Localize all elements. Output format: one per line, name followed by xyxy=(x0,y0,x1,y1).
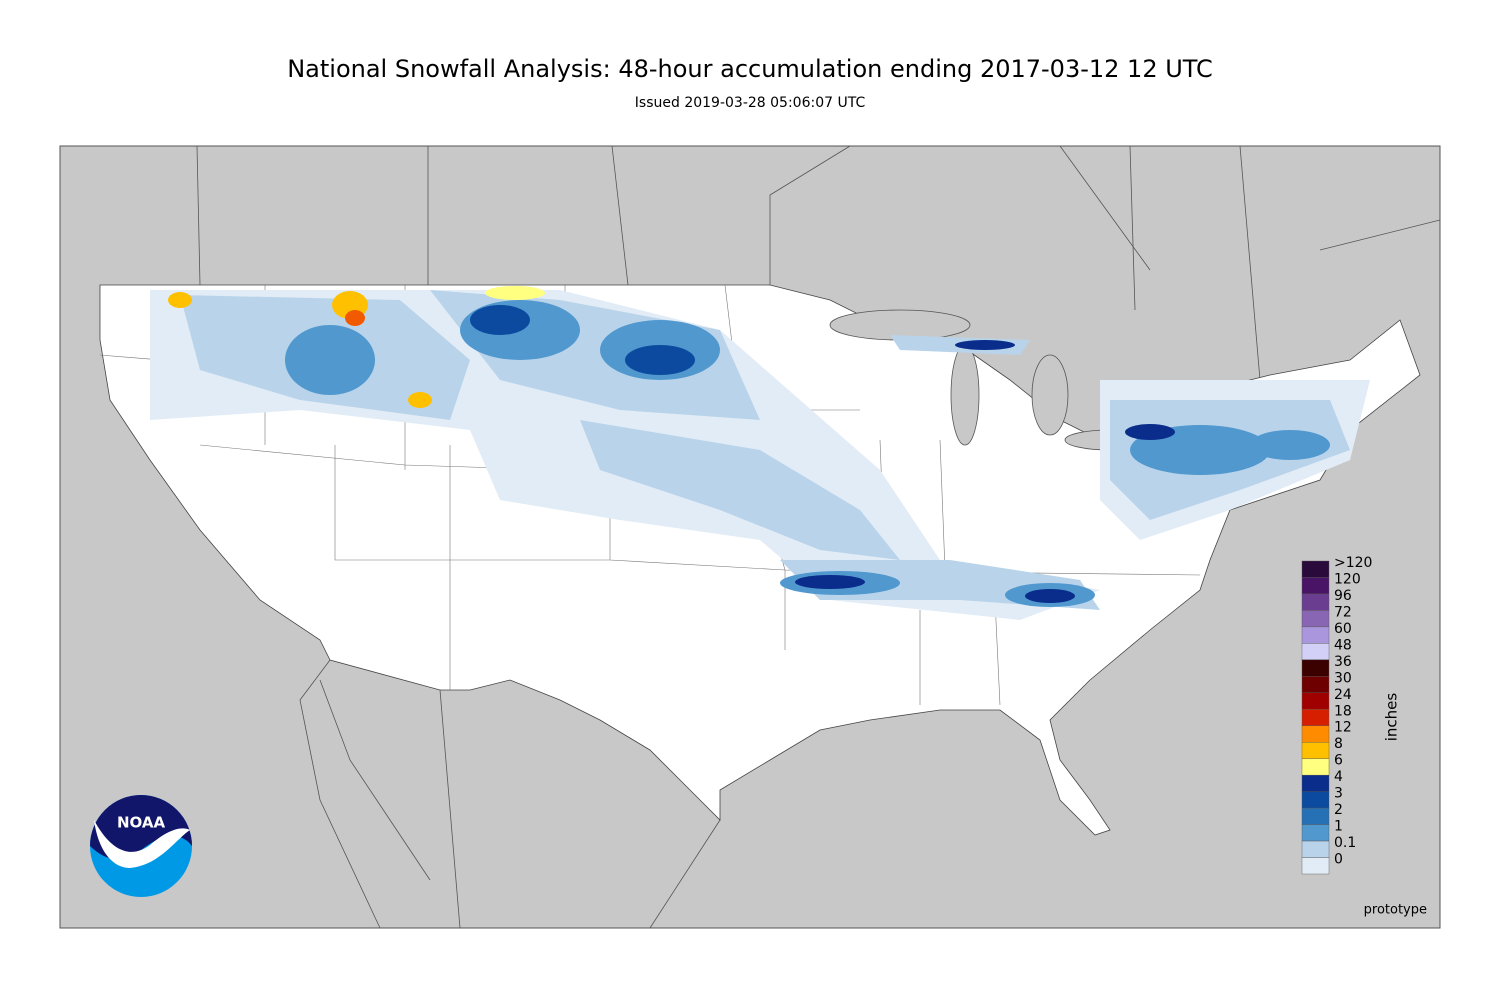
legend-label: 36 xyxy=(1334,654,1352,670)
legend-swatch xyxy=(1301,709,1330,726)
legend-unit: inches xyxy=(1383,693,1401,742)
legend-label: 8 xyxy=(1334,736,1343,752)
subtitle: Issued 2019-03-28 05:06:07 UTC xyxy=(635,95,866,111)
legend-label: 48 xyxy=(1334,637,1352,653)
legend-label: 120 xyxy=(1334,571,1361,587)
legend-swatch xyxy=(1301,791,1330,809)
legend-swatch xyxy=(1301,742,1330,759)
footer-note: prototype xyxy=(1364,903,1427,918)
borders xyxy=(196,145,1441,929)
legend-swatch xyxy=(1301,610,1330,628)
legend-swatch xyxy=(1301,676,1330,693)
legend-swatch xyxy=(1301,626,1330,644)
legend-swatch xyxy=(1301,758,1330,776)
logo: NOAA xyxy=(90,795,192,897)
legend-swatch xyxy=(1301,774,1330,792)
legend-label: 1 xyxy=(1334,819,1343,835)
map xyxy=(59,145,1441,929)
logo-gull xyxy=(94,820,190,868)
legend-label: >120 xyxy=(1334,555,1372,571)
legend-swatch xyxy=(1301,725,1330,743)
legend-swatch xyxy=(1301,593,1330,611)
snowfall-areas xyxy=(150,286,1370,620)
logo-top xyxy=(90,795,192,860)
legend-label: 0 xyxy=(1334,852,1343,868)
legend-label: 2 xyxy=(1334,802,1343,818)
legend-swatch xyxy=(1301,807,1330,825)
legend-label: 4 xyxy=(1334,769,1343,785)
legend-label: 6 xyxy=(1334,753,1343,769)
legend-swatch xyxy=(1301,840,1330,858)
legend-label: 96 xyxy=(1334,588,1352,604)
legend-label: 72 xyxy=(1334,604,1352,620)
legend-swatch xyxy=(1301,659,1330,677)
legend-swatch xyxy=(1301,824,1330,842)
legend-swatch xyxy=(1301,643,1330,661)
legend-label: 60 xyxy=(1334,621,1352,637)
legend-label: 12 xyxy=(1334,720,1352,736)
legend-swatch xyxy=(1301,560,1330,578)
legend-swatch xyxy=(1301,577,1330,595)
logo-text: NOAA xyxy=(117,814,166,832)
title: National Snowfall Analysis: 48-hour accu… xyxy=(287,55,1213,83)
legend-swatch xyxy=(1301,692,1330,710)
legend-swatch xyxy=(1301,857,1330,875)
legend-label: 18 xyxy=(1334,703,1352,719)
legend-label: 24 xyxy=(1334,687,1352,703)
legend-label: 0.1 xyxy=(1334,835,1356,851)
legend-label: 30 xyxy=(1334,670,1352,686)
legend-label: 3 xyxy=(1334,786,1343,802)
